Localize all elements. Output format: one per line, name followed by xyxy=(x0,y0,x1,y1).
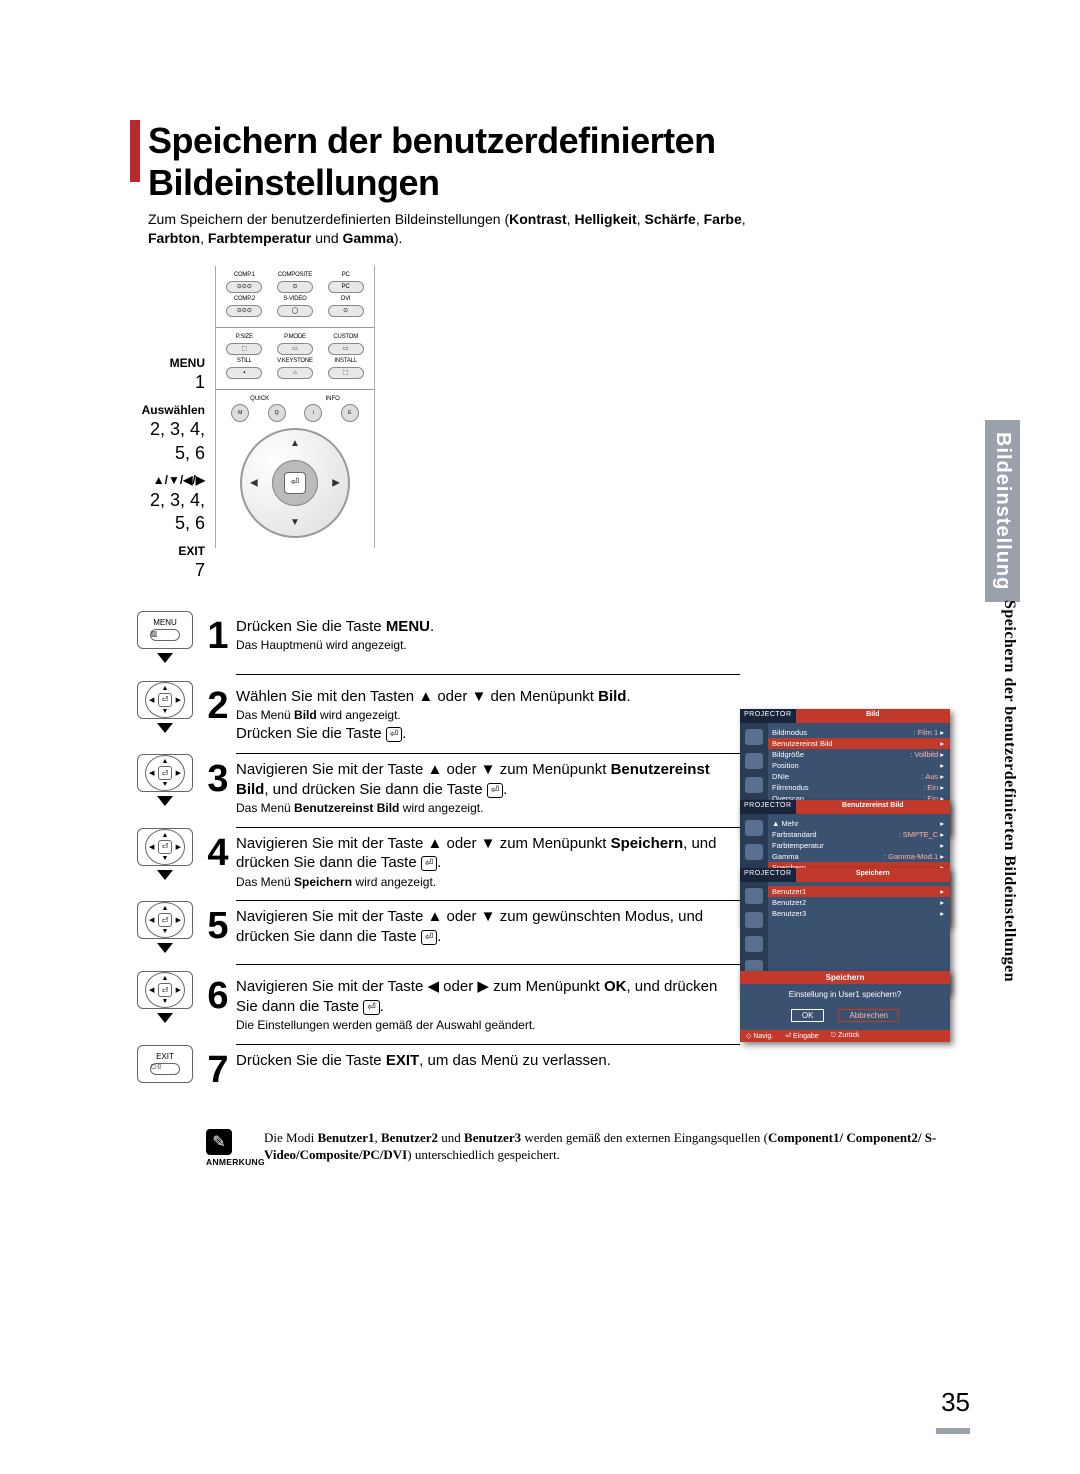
note: ✎ ANMERKUNG Die Modi Benutzer1, Benutzer… xyxy=(206,1129,960,1167)
dpad-icon: ▲▼◀▶⏎ xyxy=(137,828,193,866)
steps-list: MENU ▥ 1 Drücken Sie die Taste MENU. Das… xyxy=(130,611,960,1115)
dialog-ok: OK xyxy=(791,1009,825,1022)
subsection-tab: Speichern der benutzerdefinierten Bildei… xyxy=(1000,600,1018,982)
step-7: EXIT ⎋▯ 7 Drücken Sie die Taste EXIT, um… xyxy=(130,1045,960,1115)
intro-text: Zum Speichern der benutzerdefinierten Bi… xyxy=(148,210,960,248)
page-number: 35 xyxy=(941,1387,970,1418)
down-arrow-icon xyxy=(157,653,173,663)
note-icon: ✎ xyxy=(206,1129,232,1155)
dialog-cancel: Abbrechen xyxy=(838,1009,899,1022)
remote-callouts: MENU1 Auswählen2, 3, 4, 5, 6 ▲/▼/◀/▶2, 3… xyxy=(130,266,205,591)
dpad: ▲▼ ◀▶ ⏎ xyxy=(240,428,350,538)
down-arrow-icon xyxy=(157,870,173,880)
dpad-icon: ▲▼◀▶⏎ xyxy=(137,681,193,719)
section-tab: Bildeinstellung xyxy=(985,420,1020,602)
dpad-icon: ▲▼◀▶⏎ xyxy=(137,754,193,792)
remote-diagram: MENU1 Auswählen2, 3, 4, 5, 6 ▲/▼/◀/▶2, 3… xyxy=(130,266,960,591)
step-2: ▲▼◀▶⏎ 2 Wählen Sie mit den Tasten ▲ oder… xyxy=(130,681,960,755)
exit-key-icon: EXIT ⎋▯ xyxy=(137,1045,193,1083)
down-arrow-icon xyxy=(157,943,173,953)
down-arrow-icon xyxy=(157,1013,173,1023)
osd-dialog: Speichern Einstellung in User1 speichern… xyxy=(740,971,950,1042)
menu-button: M xyxy=(231,404,249,422)
page-number-bar xyxy=(936,1428,970,1434)
page-title: Speichern der benutzerdefinierten Bildei… xyxy=(148,120,960,204)
note-text: Die Modi Benutzer1, Benutzer2 und Benutz… xyxy=(264,1129,960,1164)
menu-key-icon: MENU ▥ xyxy=(137,611,193,649)
title-accent xyxy=(130,120,140,182)
down-arrow-icon xyxy=(157,796,173,806)
page: Speichern der benutzerdefinierten Bildei… xyxy=(0,0,1080,1474)
exit-button: E xyxy=(341,404,359,422)
remote-body: COMP.1COMPOSITEPC ⊙⊙⊙⊙PC COMP.2S-VIDEODV… xyxy=(215,266,375,548)
down-arrow-icon xyxy=(157,723,173,733)
dpad-icon: ▲▼◀▶⏎ xyxy=(137,971,193,1009)
step-text: Drücken Sie die Taste MENU. Das Hauptmen… xyxy=(236,611,740,675)
dpad-icon: ▲▼◀▶⏎ xyxy=(137,901,193,939)
step-1: MENU ▥ 1 Drücken Sie die Taste MENU. Das… xyxy=(130,611,960,681)
